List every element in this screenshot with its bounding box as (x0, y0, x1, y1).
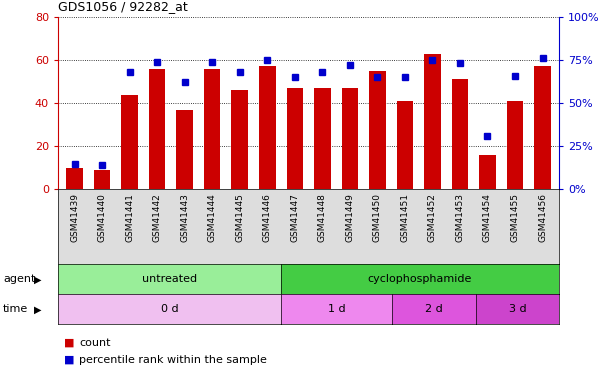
Text: GSM41451: GSM41451 (400, 193, 409, 242)
Text: ▶: ▶ (34, 304, 41, 314)
Text: GSM41447: GSM41447 (290, 193, 299, 242)
Text: GSM41450: GSM41450 (373, 193, 382, 242)
Text: GSM41441: GSM41441 (125, 193, 134, 242)
Text: GSM41452: GSM41452 (428, 193, 437, 242)
Text: GSM41443: GSM41443 (180, 193, 189, 242)
Text: untreated: untreated (142, 274, 197, 284)
Text: 1 d: 1 d (327, 304, 345, 314)
Bar (534, 66, 551, 189)
Text: ■: ■ (64, 355, 75, 365)
Text: 0 d: 0 d (161, 304, 178, 314)
Bar (479, 155, 496, 189)
Text: GSM41442: GSM41442 (153, 193, 162, 242)
Text: GSM41444: GSM41444 (208, 193, 217, 242)
Bar (452, 80, 468, 189)
Text: percentile rank within the sample: percentile rank within the sample (79, 355, 267, 365)
Text: ▶: ▶ (34, 274, 41, 284)
Text: GSM41439: GSM41439 (70, 193, 79, 242)
Text: GSM41454: GSM41454 (483, 193, 492, 242)
Bar (122, 94, 138, 189)
Text: GSM41440: GSM41440 (98, 193, 106, 242)
Bar (259, 66, 276, 189)
Bar (232, 90, 248, 189)
Bar (149, 69, 166, 189)
Text: GSM41448: GSM41448 (318, 193, 327, 242)
Bar (287, 88, 303, 189)
Text: ■: ■ (64, 338, 75, 348)
Text: GSM41446: GSM41446 (263, 193, 272, 242)
Bar (397, 101, 413, 189)
Text: GSM41453: GSM41453 (455, 193, 464, 242)
Text: GSM41455: GSM41455 (511, 193, 519, 242)
Text: GDS1056 / 92282_at: GDS1056 / 92282_at (58, 0, 188, 13)
Text: count: count (79, 338, 111, 348)
Bar (94, 170, 111, 189)
Text: time: time (3, 304, 28, 314)
Text: cyclophosphamide: cyclophosphamide (368, 274, 472, 284)
Bar (369, 71, 386, 189)
Bar (342, 88, 358, 189)
Bar (177, 110, 193, 189)
Text: GSM41456: GSM41456 (538, 193, 547, 242)
Text: 2 d: 2 d (425, 304, 443, 314)
Text: 3 d: 3 d (508, 304, 526, 314)
Bar (507, 101, 523, 189)
Bar (314, 88, 331, 189)
Text: agent: agent (3, 274, 35, 284)
Bar (67, 168, 83, 189)
Bar (424, 54, 441, 189)
Text: GSM41445: GSM41445 (235, 193, 244, 242)
Bar (204, 69, 221, 189)
Text: GSM41449: GSM41449 (345, 193, 354, 242)
